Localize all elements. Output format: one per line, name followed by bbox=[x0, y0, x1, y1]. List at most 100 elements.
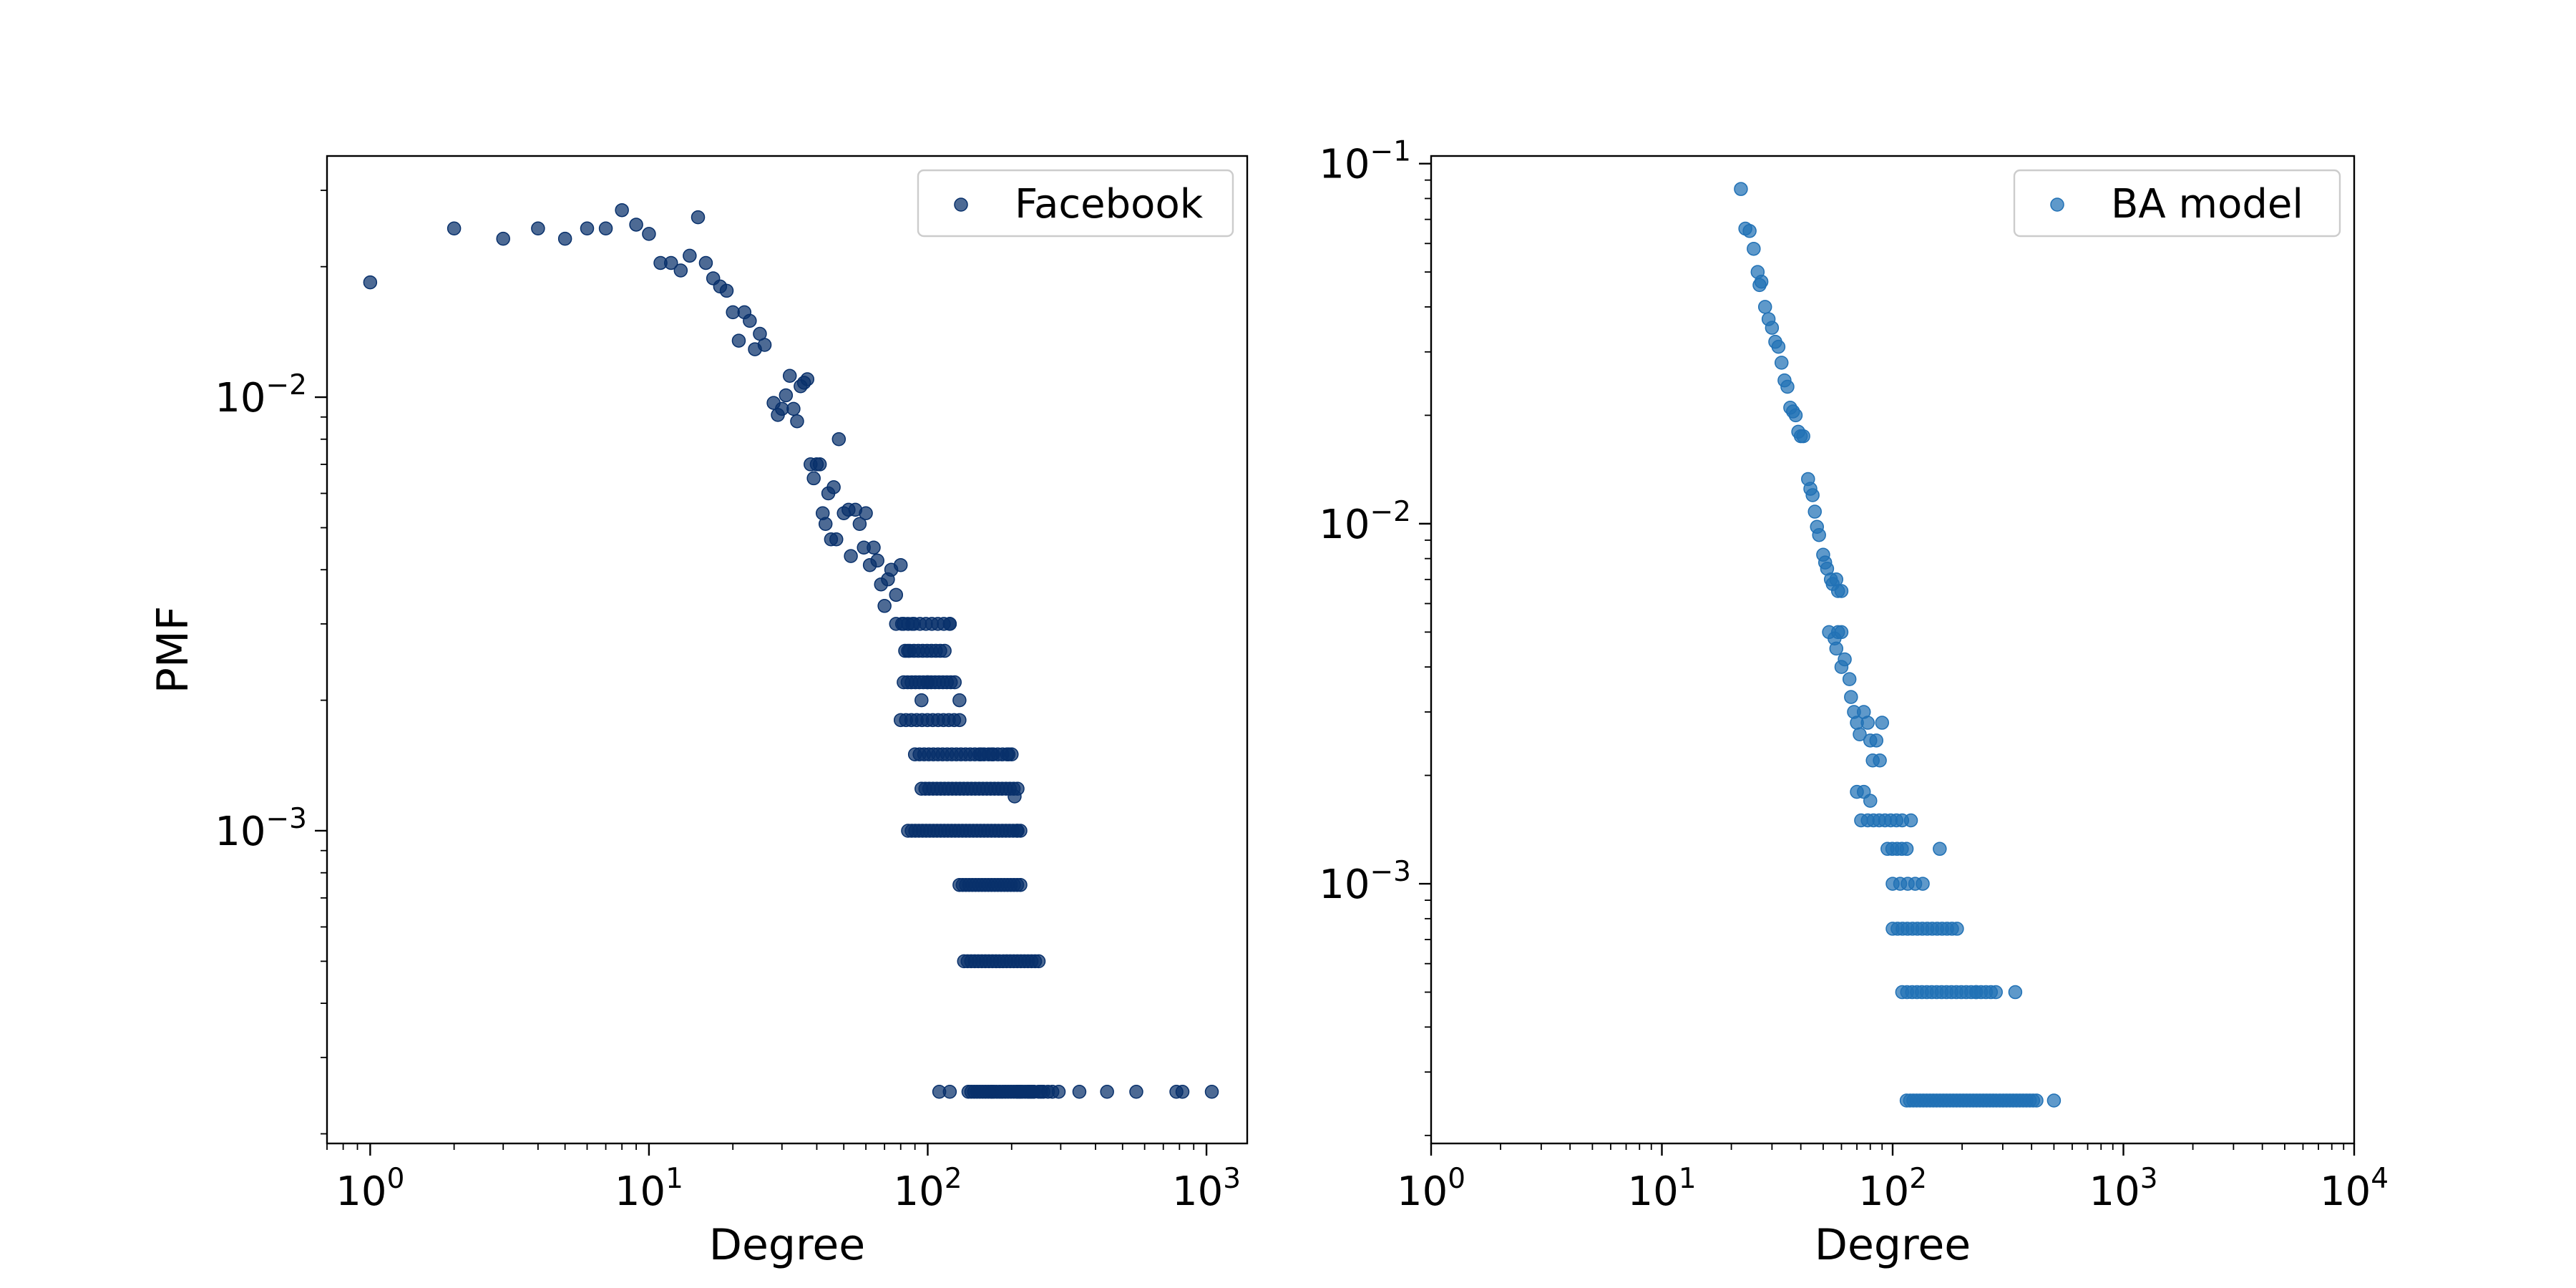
y-axis-label: PMF bbox=[148, 606, 198, 693]
x-axis-label: Degree bbox=[709, 1220, 865, 1270]
data-point bbox=[889, 587, 904, 602]
data-point bbox=[580, 221, 595, 236]
data-point bbox=[1013, 824, 1028, 838]
x-tick-label: 100 bbox=[336, 1163, 404, 1215]
data-point bbox=[726, 305, 740, 320]
data-point bbox=[1842, 672, 1857, 686]
data-point bbox=[1812, 527, 1826, 542]
data-point bbox=[1013, 877, 1028, 892]
series-ba-model bbox=[1734, 182, 2062, 1108]
data-point bbox=[629, 218, 643, 232]
legend-box bbox=[917, 169, 1234, 238]
data-point bbox=[1916, 877, 1930, 891]
x-tick-label: 101 bbox=[615, 1163, 683, 1215]
data-point bbox=[790, 414, 804, 429]
legend-marker bbox=[954, 197, 968, 212]
data-point bbox=[1863, 794, 1878, 808]
tick-exponent: 1 bbox=[665, 1163, 683, 1195]
data-point bbox=[1796, 429, 1810, 444]
data-point bbox=[1873, 753, 1887, 768]
data-point bbox=[952, 693, 967, 708]
data-point bbox=[743, 313, 757, 328]
tick-base: 10 bbox=[1319, 862, 1370, 908]
data-point bbox=[557, 231, 572, 246]
data-point bbox=[1129, 1085, 1143, 1099]
tick-exponent: 3 bbox=[1223, 1163, 1241, 1195]
data-point bbox=[942, 617, 957, 631]
y-tick-label: 10−2 bbox=[215, 369, 307, 421]
data-point bbox=[1860, 716, 1875, 730]
data-point bbox=[731, 333, 746, 348]
data-point bbox=[1829, 641, 1844, 656]
tick-exponent: 0 bbox=[1448, 1163, 1465, 1195]
data-point bbox=[1829, 572, 1844, 587]
data-point bbox=[1734, 182, 1748, 196]
tick-base: 10 bbox=[2320, 1169, 2371, 1215]
data-point bbox=[719, 283, 734, 298]
tick-base: 10 bbox=[1397, 1169, 1448, 1215]
tick-exponent: 2 bbox=[1909, 1163, 1927, 1195]
data-point bbox=[1838, 652, 1852, 667]
tick-exponent: −3 bbox=[266, 803, 308, 835]
data-point bbox=[1175, 1085, 1190, 1099]
data-point bbox=[1757, 300, 1772, 314]
tick-base: 10 bbox=[1858, 1169, 1909, 1215]
data-point bbox=[786, 401, 801, 416]
data-point bbox=[859, 506, 873, 520]
data-point bbox=[2046, 1093, 2062, 1108]
data-point bbox=[1805, 488, 1820, 502]
data-point bbox=[782, 369, 797, 383]
data-point bbox=[698, 255, 713, 270]
data-point bbox=[831, 432, 847, 447]
tick-exponent: −1 bbox=[1370, 136, 1412, 168]
data-point bbox=[1100, 1085, 1114, 1099]
data-point bbox=[947, 675, 962, 690]
tick-base: 10 bbox=[1627, 1169, 1678, 1215]
tick-base: 10 bbox=[2089, 1169, 2140, 1215]
data-point bbox=[1869, 733, 1883, 748]
data-point bbox=[363, 275, 378, 290]
legend: Facebook bbox=[917, 169, 1234, 238]
data-point bbox=[852, 517, 867, 532]
data-point bbox=[844, 549, 858, 563]
data-point bbox=[664, 255, 678, 270]
data-point bbox=[812, 457, 827, 472]
plot-frame bbox=[1430, 155, 2356, 1145]
y-tick-label: 10−2 bbox=[1319, 496, 1411, 548]
x-tick-label: 103 bbox=[2089, 1163, 2157, 1215]
data-point bbox=[1010, 781, 1025, 796]
data-point bbox=[531, 221, 545, 236]
tick-base: 10 bbox=[1319, 502, 1370, 548]
y-tick-label: 10−3 bbox=[1319, 856, 1411, 908]
data-point bbox=[496, 231, 510, 246]
data-point bbox=[867, 540, 881, 555]
x-axis-label: Degree bbox=[1815, 1220, 1971, 1270]
data-point bbox=[1774, 356, 1789, 370]
data-point bbox=[757, 338, 772, 352]
tick-exponent: −2 bbox=[266, 369, 308, 401]
legend-label: Facebook bbox=[1015, 181, 1204, 228]
data-point bbox=[952, 713, 967, 728]
data-point bbox=[673, 263, 688, 278]
data-point bbox=[870, 553, 884, 568]
legend-box bbox=[2013, 169, 2341, 238]
data-point bbox=[806, 471, 821, 486]
tick-base: 10 bbox=[1172, 1169, 1223, 1215]
tick-base: 10 bbox=[215, 809, 265, 855]
data-point bbox=[1771, 339, 1786, 354]
data-point bbox=[598, 221, 613, 236]
data-point bbox=[642, 227, 656, 241]
data-point bbox=[1026, 1085, 1041, 1099]
data-point bbox=[1895, 813, 1910, 828]
y-tick-label: 10−1 bbox=[1319, 136, 1411, 188]
data-point bbox=[818, 517, 833, 532]
data-point bbox=[1834, 625, 1849, 640]
y-tick-label: 10−3 bbox=[215, 803, 307, 855]
data-point bbox=[775, 401, 789, 416]
tick-base: 10 bbox=[615, 1169, 665, 1215]
data-point bbox=[800, 372, 815, 386]
tick-exponent: −3 bbox=[1370, 856, 1412, 888]
data-point bbox=[1788, 408, 1803, 423]
